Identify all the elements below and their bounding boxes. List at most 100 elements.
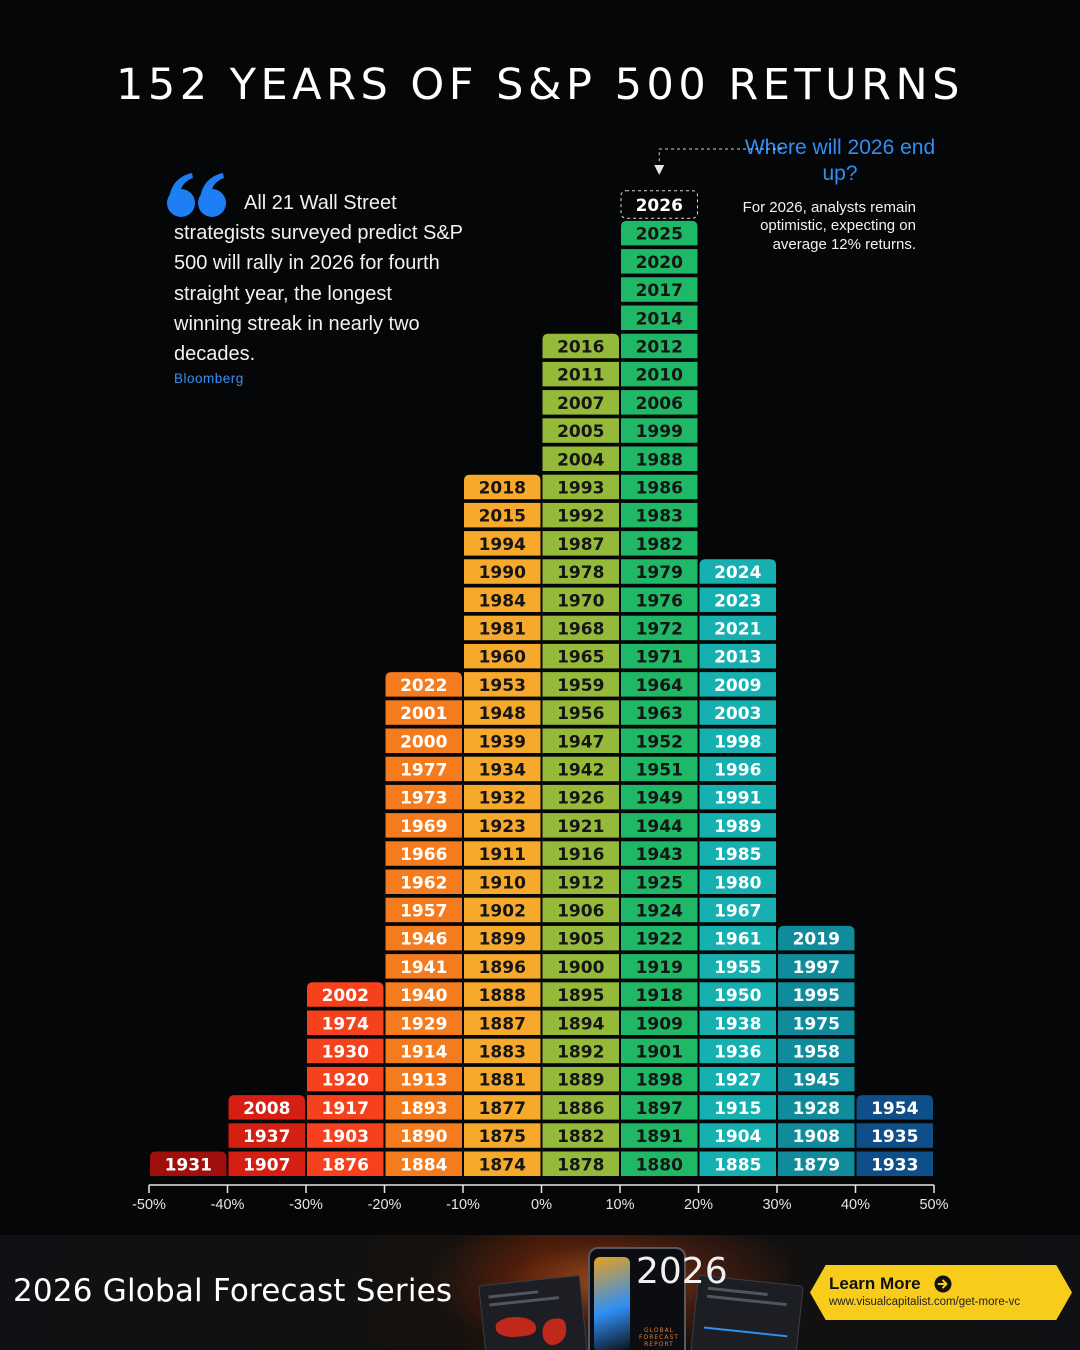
year-label: 1931 [165,1155,212,1175]
year-block [542,1123,619,1148]
year-block [385,1123,462,1148]
year-block [464,1123,541,1148]
year-label: 1897 [636,1099,683,1119]
year-label: 1899 [479,930,526,950]
year-label: 1932 [479,789,526,809]
year-label: 1996 [714,760,761,780]
year-block [542,502,619,528]
year-label: 2004 [557,450,604,470]
year-label: 1895 [557,986,604,1006]
year-block [699,1151,776,1176]
year-block [621,1066,698,1092]
year-label: 1953 [479,676,526,696]
year-label: 1936 [714,1042,761,1062]
year-label: 1929 [400,1014,447,1034]
year-block [542,418,619,443]
year-label: 1916 [557,845,604,865]
year-block [464,643,541,669]
year-block [621,1010,698,1035]
year-label: 2023 [714,591,761,611]
quote-text: All 21 Wall Street strategists surveyed … [174,192,463,366]
year-block [228,1123,305,1148]
year-label: 1957 [400,901,447,921]
year-label: 1962 [400,873,447,893]
year-block [699,1038,776,1064]
year-block [385,1095,462,1120]
year-label: 1971 [636,648,683,668]
year-label: 1944 [636,817,683,837]
year-label: 1891 [636,1127,683,1147]
year-block [621,954,698,979]
year-block [621,249,698,274]
year-block [778,1010,855,1035]
year-block [621,700,698,725]
year-block [621,587,698,612]
year-block [464,615,541,641]
year-label: 1972 [636,619,683,639]
year-label: 1985 [714,845,761,865]
year-label: 1958 [793,1042,840,1062]
year-block [464,841,541,866]
year-label: 1887 [479,1014,526,1034]
report-preview-left [478,1274,588,1350]
year-block [150,1151,227,1176]
year-label: 1933 [871,1155,918,1175]
report-cover: 2026 GLOBAL FORECAST REPORT [588,1247,728,1350]
year-label: 1949 [636,789,683,809]
year-block [464,1010,541,1035]
forecast-banner[interactable]: 2026 Global Forecast Series 2026 GLOBAL … [0,1235,1080,1350]
year-label: 1930 [322,1042,369,1062]
year-block [464,728,541,753]
year-label: 2021 [714,619,761,639]
year-block [464,474,541,500]
x-tick-label: -20% [368,1197,402,1213]
year-block [621,333,698,359]
year-block [542,361,619,387]
year-label: 1942 [557,760,604,780]
year-label: 1961 [714,930,761,950]
year-label: 1999 [636,422,683,442]
learn-more-button[interactable]: Learn More www.visualcapitalist.com/get-… [810,1265,1072,1320]
year-label: 1956 [557,704,604,724]
year-block [464,1151,541,1176]
year-block [621,756,698,782]
year-block [621,813,698,838]
year-block [856,1095,933,1120]
year-block [464,559,541,584]
year-label: 1922 [636,930,683,950]
year-block [464,813,541,838]
year-block [778,954,855,979]
x-tick-label: -40% [211,1197,245,1213]
year-block [385,1038,462,1064]
year-label: 1920 [322,1071,369,1091]
callout-text: For 2026, analysts remain optimistic, ex… [742,199,916,253]
year-block [542,756,619,782]
year-block [542,615,619,641]
forecast-year-box [620,190,698,219]
year-label: 1915 [714,1099,761,1119]
year-label: 1878 [557,1155,604,1175]
year-block [856,1123,933,1148]
year-label: 1907 [243,1155,290,1175]
year-label: 1888 [479,986,526,1006]
year-block [542,813,619,838]
year-label: 1894 [557,1014,604,1034]
year-block [542,925,619,951]
year-block [385,1066,462,1092]
year-block [542,728,619,753]
year-label: 1904 [714,1127,761,1147]
x-tick-label: -30% [289,1197,323,1213]
year-label: 1893 [400,1099,447,1119]
year-label: 1884 [400,1155,447,1175]
year-block [621,446,698,471]
year-block [385,982,462,1007]
year-block [778,1151,855,1176]
year-label: 1900 [557,958,604,978]
year-block [307,1123,384,1148]
year-label: 1926 [557,789,604,809]
year-block [542,1038,619,1064]
year-label: 1912 [557,873,604,893]
year-label: 1941 [400,958,447,978]
year-block [621,841,698,866]
year-label: 1986 [636,478,683,498]
